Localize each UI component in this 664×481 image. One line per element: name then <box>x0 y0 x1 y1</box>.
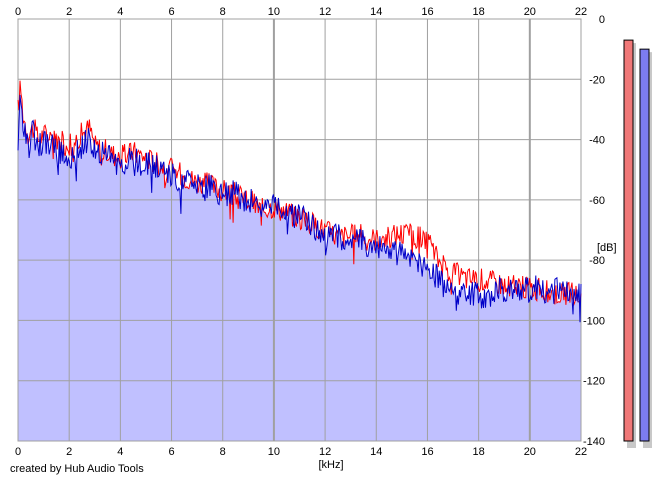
y-tick-label: -20 <box>589 74 605 86</box>
bottom-x-tick-label: 14 <box>370 446 382 458</box>
top-x-tick-label: 8 <box>220 6 226 18</box>
top-x-tick-label: 0 <box>15 6 21 18</box>
top-x-tick-label: 6 <box>168 6 174 18</box>
x-axis-label: [kHz] <box>318 459 343 471</box>
right-y-tick-labels: 0 -20 -40 -60 -80 -100 -120 -140 <box>583 14 605 448</box>
top-x-tick-label: 2 <box>66 6 72 18</box>
bottom-x-tick-label: 2 <box>66 446 72 458</box>
top-x-tick-label: 4 <box>117 6 123 18</box>
spectrum-fill-area <box>18 94 581 442</box>
bottom-x-tick-label: 22 <box>575 446 587 458</box>
bottom-x-tick-label: 10 <box>268 446 280 458</box>
top-x-tick-label: 14 <box>370 6 382 18</box>
bottom-x-tick-label: 18 <box>473 446 485 458</box>
top-x-tick-label: 16 <box>421 6 433 18</box>
bottom-x-tick-label: 4 <box>117 446 123 458</box>
top-x-tick-labels: 0 2 4 6 8 10 12 14 16 18 20 22 <box>15 6 587 18</box>
y-axis-label: [dB] <box>597 242 617 254</box>
grid-lines <box>17 18 582 442</box>
top-x-tick-label: 22 <box>575 6 587 18</box>
y-tick-label: -140 <box>583 436 605 448</box>
y-tick-label: -80 <box>589 255 605 267</box>
top-x-tick-label: 20 <box>524 6 536 18</box>
red-channel-series <box>17 80 582 307</box>
y-tick-label: -100 <box>583 315 605 327</box>
top-x-tick-label: 18 <box>473 6 485 18</box>
credit-text: created by Hub Audio Tools <box>10 463 144 475</box>
level-meters <box>623 39 652 449</box>
y-tick-label: -60 <box>589 195 605 207</box>
bottom-x-tick-label: 8 <box>220 446 226 458</box>
bottom-x-tick-label: 0 <box>15 446 21 458</box>
y-tick-label: -40 <box>589 135 605 147</box>
level-meter-bar <box>623 39 634 442</box>
bottom-x-tick-label: 16 <box>421 446 433 458</box>
y-tick-label: -120 <box>583 376 605 388</box>
level-meter-bar <box>639 48 650 442</box>
bottom-x-tick-label: 6 <box>168 446 174 458</box>
bottom-x-tick-labels: 0 2 4 6 8 10 12 14 16 18 20 22 <box>15 446 587 458</box>
top-x-tick-label: 12 <box>319 6 331 18</box>
bottom-x-tick-label: 12 <box>319 446 331 458</box>
blue-channel-series <box>17 94 582 323</box>
bottom-x-tick-label: 20 <box>524 446 536 458</box>
top-x-tick-label: 10 <box>268 6 280 18</box>
y-tick-label: 0 <box>599 14 605 26</box>
